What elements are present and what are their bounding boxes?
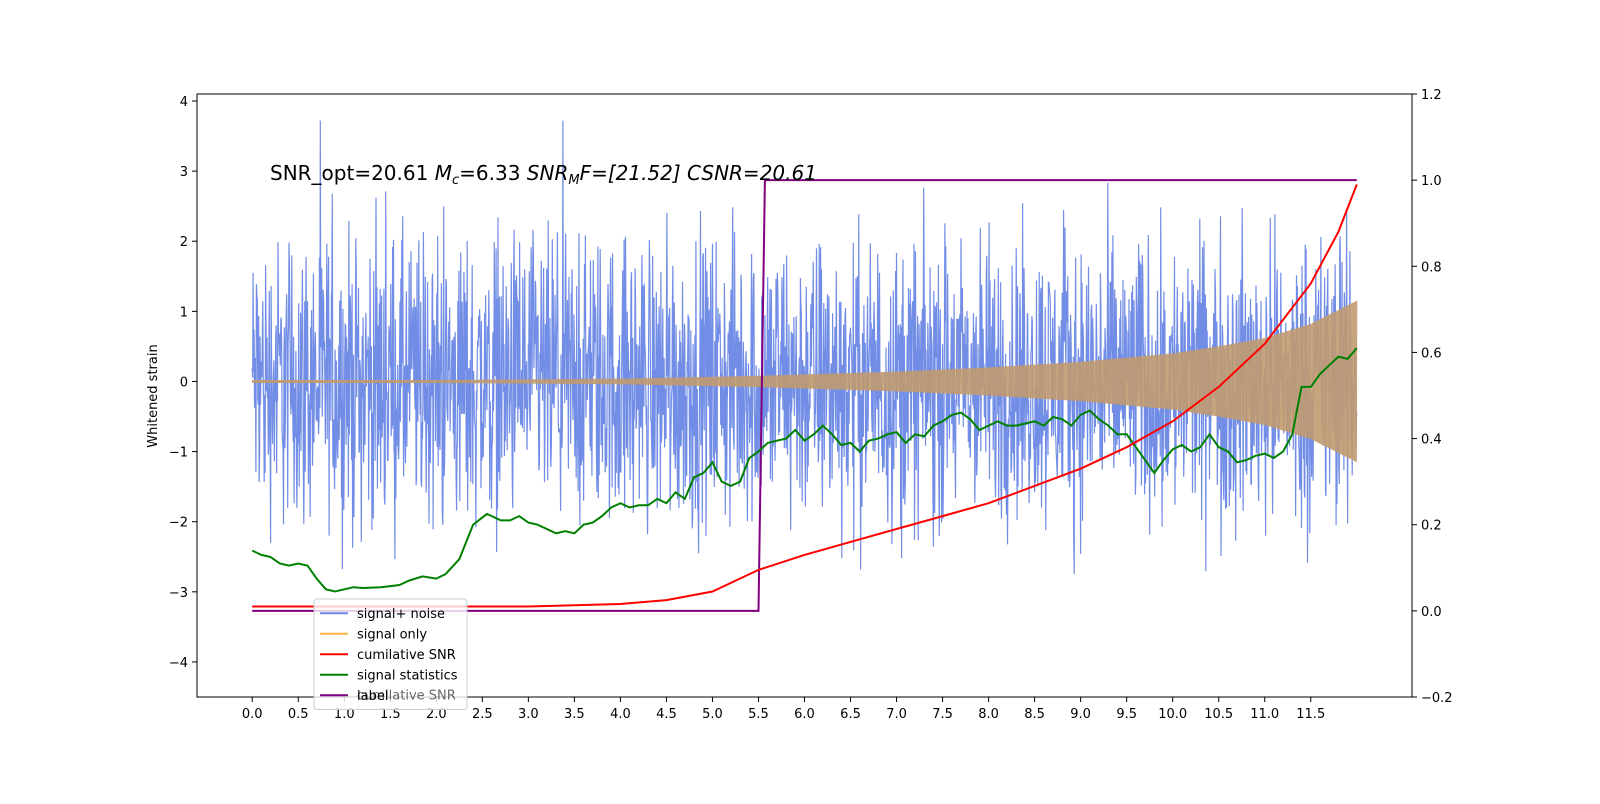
x-tick-label: 6.5 bbox=[840, 707, 861, 722]
y-tick-label: −2 bbox=[169, 516, 188, 531]
y-tick-label: −3 bbox=[169, 586, 188, 601]
annotation-part-1: SNR_opt=20.61 bbox=[270, 161, 435, 185]
y2-tick-label: 1.0 bbox=[1421, 174, 1442, 189]
x-tick-label: 5.5 bbox=[748, 707, 769, 722]
y2-tick-label: 1.2 bbox=[1421, 88, 1442, 103]
series-cumulative-snr bbox=[252, 184, 1358, 608]
y2-tick-label: 0.0 bbox=[1421, 605, 1442, 620]
annotation-part-5: SNR bbox=[527, 161, 569, 185]
y2-tick-label: 0.2 bbox=[1421, 519, 1442, 534]
annotation-text: SNR_opt=20.61 Mc=6.33 SNRMF=[21.52] CSNR… bbox=[270, 161, 817, 188]
tick-layer: 0.0 0.5 1.0 1.5 2.0 2.5 3.0 3.5 4.0 4.5 5.0 5.5 6.0 6… bbox=[169, 88, 1453, 722]
x-tick-label: 4.0 bbox=[610, 707, 631, 722]
y-tick-label: 2 bbox=[180, 235, 188, 250]
x-tick-label: 10.0 bbox=[1158, 707, 1187, 722]
x-tick-label: 5.0 bbox=[702, 707, 723, 722]
legend-label: signal statistics bbox=[357, 668, 458, 683]
y2-tick-label: 0.4 bbox=[1421, 433, 1442, 448]
x-tick-label: 7.0 bbox=[886, 707, 907, 722]
x-tick-label: 10.5 bbox=[1204, 707, 1233, 722]
y-tick-label: 3 bbox=[180, 165, 188, 180]
x-tick-label: 11.5 bbox=[1296, 707, 1325, 722]
x-tick-label: 11.0 bbox=[1250, 707, 1279, 722]
y-tick-label: −1 bbox=[169, 446, 188, 461]
series-signal-noise bbox=[251, 120, 1358, 574]
x-tick-label: 8.0 bbox=[978, 707, 999, 722]
x-tick-label: 3.5 bbox=[564, 707, 585, 722]
x-tick-label: 9.0 bbox=[1070, 707, 1091, 722]
x-tick-label: 3.0 bbox=[518, 707, 539, 722]
x-tick-label: 0.0 bbox=[242, 707, 263, 722]
legend-label: cumilative SNR bbox=[357, 648, 456, 663]
x-tick-label: 2.5 bbox=[472, 707, 493, 722]
series-signal-statistics bbox=[251, 347, 1358, 593]
x-tick-label: 9.5 bbox=[1116, 707, 1137, 722]
x-tick-label: 4.5 bbox=[656, 707, 677, 722]
x-tick-label: 1.5 bbox=[380, 707, 401, 722]
legend: cumilative SNR signal+ noise signal only cu… bbox=[313, 598, 468, 710]
y2-tick-label: −0.2 bbox=[1421, 691, 1453, 706]
x-tick-label: 8.5 bbox=[1024, 707, 1045, 722]
series-layer bbox=[251, 120, 1358, 612]
x-tick-label: 0.5 bbox=[288, 707, 309, 722]
x-tick-label: 1.0 bbox=[334, 707, 355, 722]
annotation-part-4: =6.33 bbox=[459, 161, 527, 185]
y-tick-label: −4 bbox=[169, 656, 188, 671]
y-axis-label: Whitened strain bbox=[146, 344, 161, 447]
legend-label: signal+ noise bbox=[357, 607, 445, 622]
x-tick-label: 6.0 bbox=[794, 707, 815, 722]
series-signal-only bbox=[251, 300, 1358, 462]
y-tick-label: 4 bbox=[180, 95, 188, 110]
y-tick-label: 0 bbox=[180, 375, 188, 390]
annotation-part-2: M bbox=[435, 161, 452, 185]
y2-tick-label: 0.8 bbox=[1421, 260, 1442, 275]
annotation-part-6: M bbox=[568, 173, 579, 188]
legend-overlap-text: cumilative SNR bbox=[357, 688, 456, 703]
annotation-part-3: c bbox=[452, 173, 459, 188]
legend-label: label bbox=[357, 689, 388, 704]
y2-tick-label: 0.6 bbox=[1421, 346, 1442, 361]
x-tick-label: 7.5 bbox=[932, 707, 953, 722]
legend-box bbox=[313, 598, 468, 710]
series-label bbox=[252, 179, 1357, 612]
legend-label: signal only bbox=[357, 627, 427, 642]
y-tick-label: 1 bbox=[180, 305, 188, 320]
x-tick-label: 2.0 bbox=[426, 707, 447, 722]
annotation-part-7: F=[21.52] CSNR=20.61 bbox=[580, 161, 817, 185]
